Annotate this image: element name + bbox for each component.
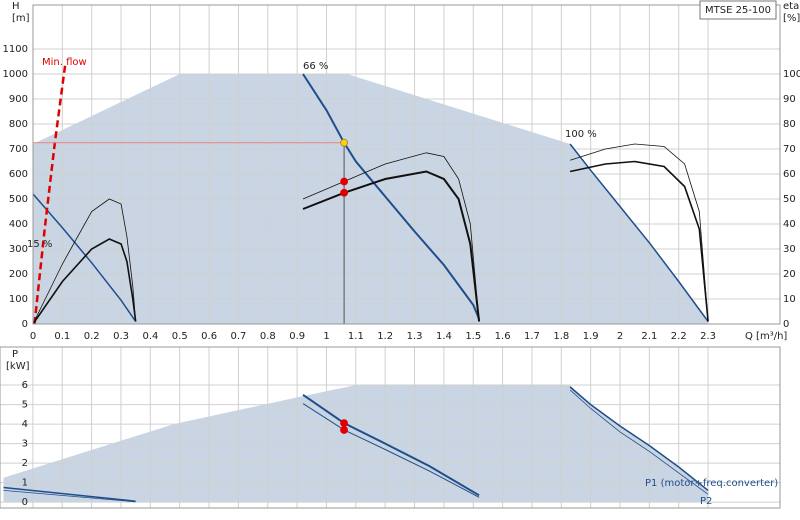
y-tick-label: 0 (22, 497, 28, 508)
curve (302, 170, 481, 322)
curve (32, 198, 137, 325)
curve (33, 63, 67, 325)
x-tick-label: 0 (30, 331, 36, 342)
y2-tick-label: 10 (783, 294, 796, 305)
y2-tick-label: 30 (783, 244, 796, 255)
x-tick-label: 1.5 (465, 331, 481, 342)
x-tick-label: 0.7 (231, 331, 247, 342)
x-tick-label: 0.4 (142, 331, 158, 342)
x-tick-label: 1.2 (377, 331, 393, 342)
plot (32, 63, 709, 325)
operating-point (340, 188, 349, 197)
plot-frame (0, 346, 781, 509)
curve (569, 389, 709, 495)
chart-title: MTSE 25-100 (705, 5, 771, 16)
y2-tick-label: 100 (783, 69, 800, 80)
x-tick-label: 1.9 (583, 331, 599, 342)
grid (32, 5, 780, 325)
y-tick-label: 800 (9, 119, 28, 130)
annotation: 100 % (565, 129, 597, 140)
x-tick-label: 2.1 (641, 331, 657, 342)
x-tick-label: 1.7 (524, 331, 540, 342)
y2-tick-label: 0 (783, 319, 789, 330)
annotation: 66 % (303, 61, 328, 72)
x-tick-label: 1.6 (495, 331, 511, 342)
curve (302, 73, 481, 320)
y2-axis-unit: [%] (783, 13, 800, 24)
y2-tick-label: 90 (783, 94, 796, 105)
y2-tick-label: 50 (783, 194, 796, 205)
y-tick-label: 6 (22, 380, 28, 391)
y-tick-label: 400 (9, 219, 28, 230)
y-tick-label: 0 (22, 319, 28, 330)
x-axis-label: Q [m³/h] (745, 331, 787, 342)
curve (569, 143, 709, 322)
x-tick-label: 0.8 (260, 331, 276, 342)
grid (0, 347, 780, 508)
y-tick-label: 3 (22, 439, 28, 450)
annotation: 15 % (27, 239, 52, 250)
y-axis-unit: [m] (12, 13, 30, 24)
y-tick-label: 900 (9, 94, 28, 105)
x-tick-label: 1.8 (553, 331, 569, 342)
y-axis-label: P (12, 349, 18, 360)
curve (302, 393, 480, 497)
y-tick-label: 5 (22, 400, 28, 411)
annotation: P1 (motor+freq.converter) (645, 478, 778, 489)
y-axis-label: H (12, 1, 20, 12)
y2-tick-label: 80 (783, 119, 796, 130)
plot-frame (32, 4, 781, 325)
x-tick-label: 2.3 (700, 331, 716, 342)
x-tick-label: 1 (323, 331, 329, 342)
x-tick-label: 2 (617, 331, 623, 342)
operating-point (340, 177, 349, 186)
x-tick-label: 0.9 (289, 331, 305, 342)
x-tick-label: 1.4 (436, 331, 452, 342)
x-tick-label: 0.1 (54, 331, 70, 342)
curve (3, 490, 136, 503)
y-tick-label: 500 (9, 194, 28, 205)
curve (569, 143, 709, 322)
curve (302, 403, 480, 498)
x-tick-label: 0.3 (113, 331, 129, 342)
curve (569, 160, 709, 322)
annotation: Min. flow (42, 57, 87, 68)
y-tick-label: 4 (22, 419, 28, 430)
y-tick-label: 700 (9, 144, 28, 155)
y-tick-label: 2 (22, 458, 28, 469)
x-tick-label: 0.6 (201, 331, 217, 342)
title-box (699, 0, 777, 20)
operating-point (340, 419, 348, 428)
y-axis-unit: [kW] (6, 361, 30, 372)
annotation: P2 (700, 496, 712, 507)
y2-tick-label: 20 (783, 269, 796, 280)
y2-tick-label: 70 (783, 144, 796, 155)
x-tick-label: 2.2 (671, 331, 687, 342)
curve (32, 238, 137, 325)
operating-point (340, 426, 348, 434)
y-tick-label: 1100 (3, 44, 28, 55)
x-tick-label: 0.5 (172, 331, 188, 342)
y-tick-label: 1000 (3, 69, 28, 80)
y-tick-label: 300 (9, 244, 28, 255)
x-tick-label: 1.3 (407, 331, 423, 342)
y-tick-label: 1 (22, 478, 28, 489)
y-tick-label: 100 (9, 294, 28, 305)
x-tick-label: 0.2 (84, 331, 100, 342)
plot (3, 386, 709, 503)
y2-tick-label: 60 (783, 169, 796, 180)
x-tick-label: 1.1 (348, 331, 364, 342)
curve (302, 152, 480, 322)
y2-axis-label: eta (783, 1, 799, 12)
y-tick-label: 600 (9, 169, 28, 180)
y-tick-label: 200 (9, 269, 28, 280)
y2-tick-label: 40 (783, 219, 796, 230)
curve (32, 193, 137, 322)
curve (569, 386, 709, 491)
curve (3, 486, 136, 502)
operating-point (340, 138, 349, 147)
